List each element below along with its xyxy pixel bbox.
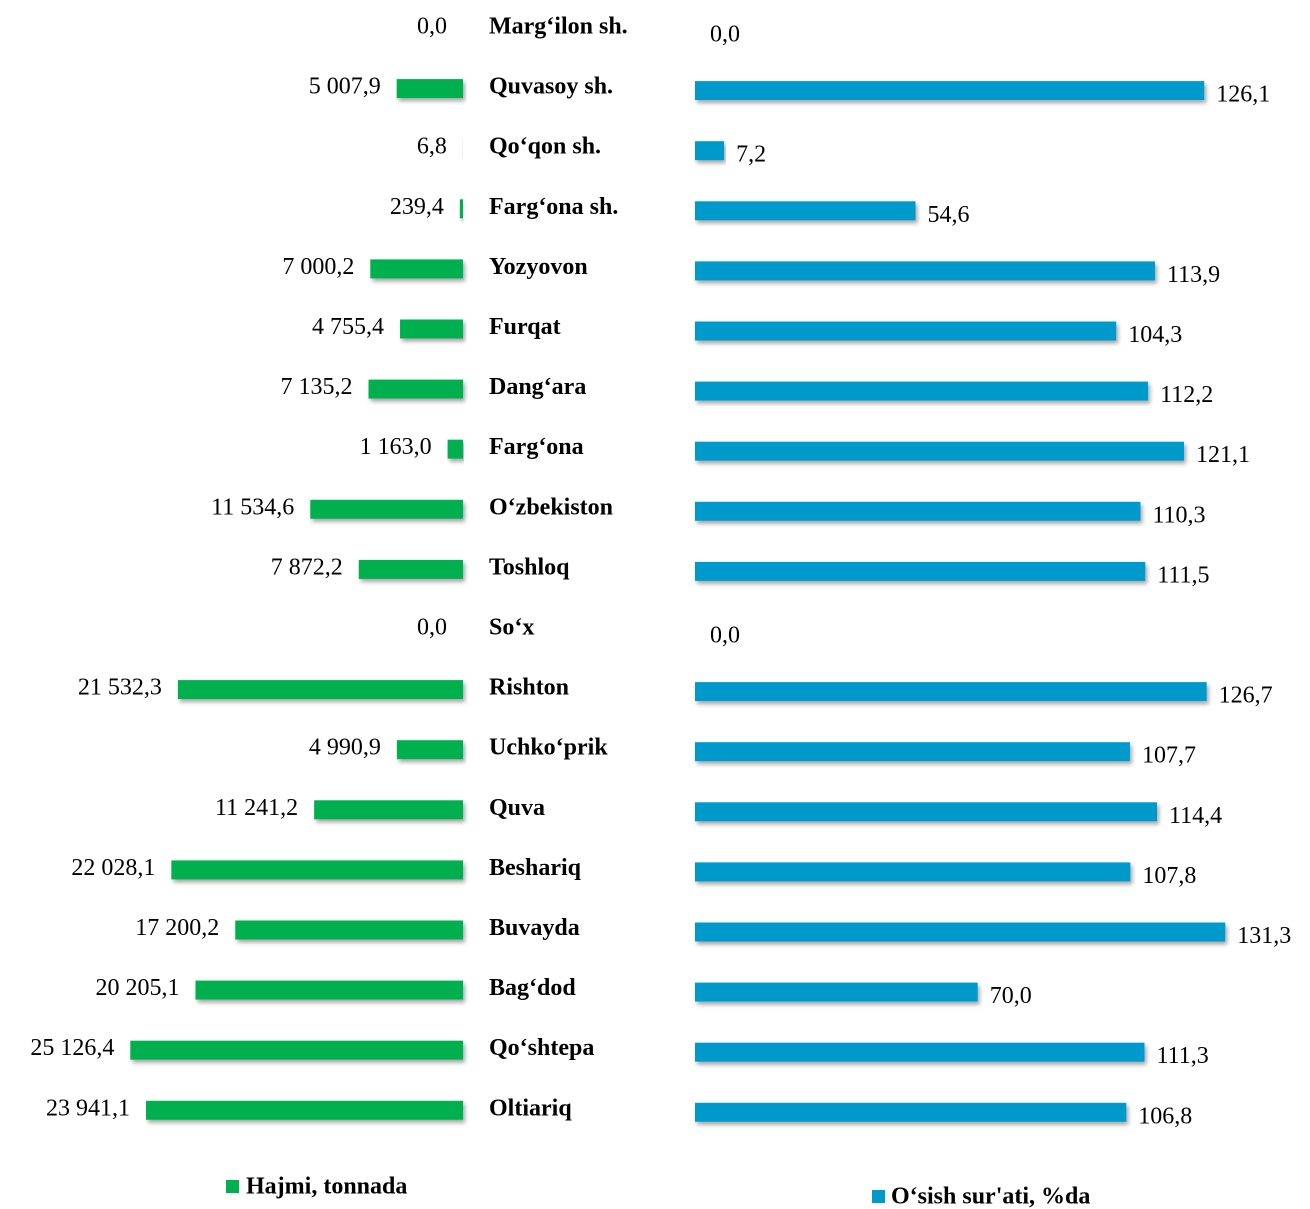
- category-label: Beshariq: [489, 855, 582, 881]
- bar: [396, 740, 463, 760]
- value-label: 17 200,2: [135, 915, 219, 941]
- bar: [695, 261, 1155, 281]
- bar: [368, 379, 463, 399]
- bar: [695, 682, 1207, 702]
- value-label: 7,2: [736, 142, 766, 168]
- bar: [358, 559, 463, 579]
- bar: [459, 199, 463, 219]
- category-label: Bag‘dod: [489, 975, 576, 1001]
- category-label: Yozyovon: [489, 254, 588, 280]
- value-label: 111,3: [1156, 1043, 1208, 1069]
- category-label: Quvasoy sh.: [489, 74, 613, 100]
- bar: [146, 1100, 463, 1120]
- category-label: Oltiariq: [489, 1095, 572, 1121]
- category-label: Rishton: [489, 675, 569, 701]
- bar: [130, 1040, 463, 1060]
- bar: [695, 1102, 1127, 1122]
- bar: [695, 922, 1226, 942]
- category-label: Toshloq: [489, 554, 570, 580]
- value-label: 114,4: [1169, 803, 1222, 829]
- bar: [235, 920, 463, 940]
- bar: [695, 501, 1141, 521]
- bar: [171, 860, 463, 880]
- bar: [695, 742, 1130, 762]
- value-label: 107,8: [1142, 863, 1196, 889]
- category-label: Uchko‘prik: [489, 735, 608, 761]
- value-label: 0,0: [417, 14, 447, 40]
- value-label: 4 990,9: [309, 735, 381, 761]
- value-label: 106,8: [1138, 1103, 1192, 1129]
- bar: [695, 201, 916, 221]
- value-label: 4 755,4: [312, 314, 384, 340]
- bar: [695, 561, 1146, 581]
- bar: [314, 800, 463, 820]
- value-label: 23 941,1: [46, 1095, 130, 1121]
- legend-swatch: [872, 1190, 885, 1203]
- value-label: 11 241,2: [215, 795, 298, 821]
- category-label: So‘x: [489, 615, 534, 641]
- bar: [695, 1042, 1145, 1062]
- bar: [695, 982, 978, 1002]
- bar: [695, 802, 1157, 822]
- category-label: Buvayda: [489, 915, 580, 941]
- value-label: 1 163,0: [360, 434, 432, 460]
- bar: [695, 381, 1149, 401]
- value-label: 111,5: [1157, 562, 1209, 588]
- bar: [695, 321, 1117, 341]
- category-label: Farg‘ona sh.: [489, 194, 618, 220]
- value-label: 54,6: [928, 202, 970, 228]
- value-label: 7 872,2: [271, 554, 343, 580]
- category-label: Quva: [489, 795, 545, 821]
- bar: [310, 499, 463, 519]
- bar: [695, 141, 725, 161]
- bar: [370, 259, 463, 279]
- value-label: 0,0: [417, 615, 447, 641]
- value-label: 239,4: [390, 194, 444, 220]
- bar: [177, 680, 463, 700]
- legend-swatch: [226, 1180, 239, 1193]
- value-label: 70,0: [990, 983, 1032, 1009]
- category-label: Furqat: [489, 314, 561, 340]
- bar: [447, 439, 463, 459]
- legend-label: Hajmi, tonnada: [246, 1174, 407, 1200]
- category-label: Qo‘qon sh.: [489, 134, 601, 160]
- value-label: 104,3: [1128, 322, 1182, 348]
- value-label: 25 126,4: [30, 1035, 114, 1061]
- category-label: Dang‘ara: [489, 374, 586, 400]
- bar: [695, 441, 1185, 461]
- bar: [400, 319, 463, 339]
- value-label: 0,0: [710, 623, 740, 649]
- category-label: Qo‘shtepa: [489, 1035, 594, 1061]
- value-label: 7 000,2: [282, 254, 354, 280]
- category-label: Farg‘ona: [489, 434, 584, 460]
- bar: [195, 980, 463, 1000]
- value-label: 6,8: [417, 134, 447, 160]
- bar: [695, 81, 1205, 101]
- value-label: 107,7: [1142, 743, 1196, 769]
- value-label: 121,1: [1196, 442, 1250, 468]
- bar: [396, 79, 463, 99]
- value-label: 20 205,1: [95, 975, 179, 1001]
- category-label: Marg‘ilon sh.: [489, 14, 628, 40]
- value-label: 0,0: [710, 22, 740, 48]
- value-label: 22 028,1: [71, 855, 155, 881]
- value-label: 113,9: [1167, 262, 1220, 288]
- category-label: O‘zbekiston: [489, 494, 613, 520]
- legend-label: O‘sish sur'ati, %da: [891, 1184, 1090, 1209]
- value-label: 7 135,2: [281, 374, 353, 400]
- value-label: 112,2: [1160, 382, 1213, 408]
- value-label: 126,7: [1219, 683, 1273, 709]
- value-label: 21 532,3: [78, 675, 162, 701]
- bar: [695, 862, 1131, 882]
- value-label: 126,1: [1216, 82, 1270, 108]
- value-label: 5 007,9: [309, 74, 381, 100]
- value-label: 110,3: [1152, 502, 1205, 528]
- value-label: 11 534,6: [211, 494, 294, 520]
- value-label: 131,3: [1237, 923, 1291, 949]
